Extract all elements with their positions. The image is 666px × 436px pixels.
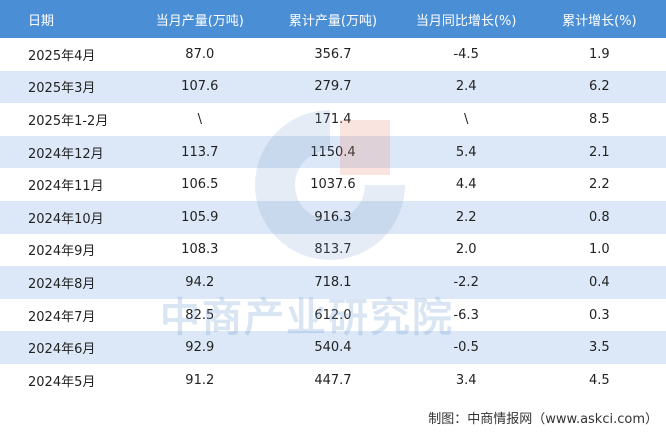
table-cell: 107.6 — [133, 70, 267, 104]
table-cell: 718.1 — [266, 266, 400, 299]
header-cell: 日期 — [0, 0, 134, 38]
table-cell: 4.4 — [399, 168, 533, 201]
table-cell: 2024年12月 — [0, 135, 134, 169]
table-cell: 105.9 — [133, 200, 267, 234]
table-row: 2024年10月 105.9 916.3 2.2 0.8 — [0, 200, 666, 234]
table-cell: 2024年8月 — [0, 266, 134, 299]
table-cell: 106.5 — [133, 168, 267, 201]
header-cell: 当月产量(万吨) — [133, 0, 267, 38]
table-row: 2025年3月 107.6 279.7 2.4 6.2 — [0, 70, 666, 104]
table-cell: 2024年10月 — [0, 200, 134, 234]
table-cell: \ — [133, 103, 267, 136]
table-cell: 2024年9月 — [0, 233, 134, 267]
table-cell: 2.2 — [532, 168, 666, 201]
table-cell: 0.8 — [532, 200, 666, 234]
table-cell: \ — [399, 103, 533, 136]
table-row: 2025年1-2月 \ 171.4 \ 8.5 — [0, 103, 666, 136]
table-cell: 2.2 — [399, 200, 533, 234]
table-cell: 3.5 — [532, 331, 666, 364]
table-cell: 94.2 — [133, 266, 267, 299]
table-cell: 813.7 — [266, 233, 400, 267]
table-cell: 2025年1-2月 — [0, 103, 134, 136]
table-row: 2024年6月 92.9 540.4 -0.5 3.5 — [0, 331, 666, 364]
header-cell: 当月同比增长(%) — [399, 0, 533, 38]
header-cell: 累计产量(万吨) — [266, 0, 400, 38]
table-cell: 2.4 — [399, 70, 533, 104]
table-cell: 0.3 — [532, 298, 666, 332]
data-table: 日期 当月产量(万吨) 累计产量(万吨) 当月同比增长(%) 累计增长(%) 2025年… — [0, 0, 666, 397]
table-cell: 916.3 — [266, 200, 400, 234]
table-cell: -2.2 — [399, 266, 533, 299]
table-row: 2024年12月 113.7 1150.4 5.4 2.1 — [0, 135, 666, 169]
table-cell: 279.7 — [266, 70, 400, 104]
table-cell: 3.4 — [399, 363, 533, 397]
table-row: 2024年9月 108.3 813.7 2.0 1.0 — [0, 233, 666, 267]
table-row: 2024年7月 82.5 612.0 -6.3 0.3 — [0, 298, 666, 332]
table-row: 2024年5月 91.2 447.7 3.4 4.5 — [0, 363, 666, 397]
table-cell: 2.0 — [399, 233, 533, 267]
table-cell: 0.4 — [532, 266, 666, 299]
table-cell: 4.5 — [532, 363, 666, 397]
table-cell: 8.5 — [532, 103, 666, 136]
table-cell: 540.4 — [266, 331, 400, 364]
header-row: 日期 当月产量(万吨) 累计产量(万吨) 当月同比增长(%) 累计增长(%) — [0, 0, 666, 38]
table-body: 2025年4月 87.0 356.7 -4.5 1.9 2025年3月 107.6 279.7… — [0, 38, 666, 397]
table-cell: 87.0 — [133, 38, 267, 71]
table-cell: 2025年4月 — [0, 38, 134, 71]
table-cell: 108.3 — [133, 233, 267, 267]
table-cell: 6.2 — [532, 70, 666, 104]
table-row: 2024年11月 106.5 1037.6 4.4 2.2 — [0, 168, 666, 201]
table-cell: 82.5 — [133, 298, 267, 332]
table-cell: 612.0 — [266, 298, 400, 332]
table-cell: 2.1 — [532, 135, 666, 169]
table-cell: -0.5 — [399, 331, 533, 364]
source-note: 制图：中商情报网（www.askci.com） — [428, 412, 658, 427]
table-cell: 171.4 — [266, 103, 400, 136]
table-cell: 356.7 — [266, 38, 400, 71]
table-cell: -6.3 — [399, 298, 533, 332]
table-cell: -4.5 — [399, 38, 533, 71]
table-cell: 1.0 — [532, 233, 666, 267]
table-cell: 5.4 — [399, 135, 533, 169]
table-cell: 1.9 — [532, 38, 666, 71]
table-row: 2024年8月 94.2 718.1 -2.2 0.4 — [0, 266, 666, 299]
table-cell: 2024年11月 — [0, 168, 134, 201]
table-cell: 2024年5月 — [0, 363, 134, 397]
table-cell: 447.7 — [266, 363, 400, 397]
table-cell: 113.7 — [133, 135, 267, 169]
table-row: 2025年4月 87.0 356.7 -4.5 1.9 — [0, 38, 666, 71]
table-cell: 91.2 — [133, 363, 267, 397]
table-cell: 2025年3月 — [0, 70, 134, 104]
table-cell: 92.9 — [133, 331, 267, 364]
table-cell: 1150.4 — [266, 135, 400, 169]
table-cell: 2024年7月 — [0, 298, 134, 332]
table-cell: 2024年6月 — [0, 331, 134, 364]
table-cell: 1037.6 — [266, 168, 400, 201]
header-cell: 累计增长(%) — [532, 0, 666, 38]
